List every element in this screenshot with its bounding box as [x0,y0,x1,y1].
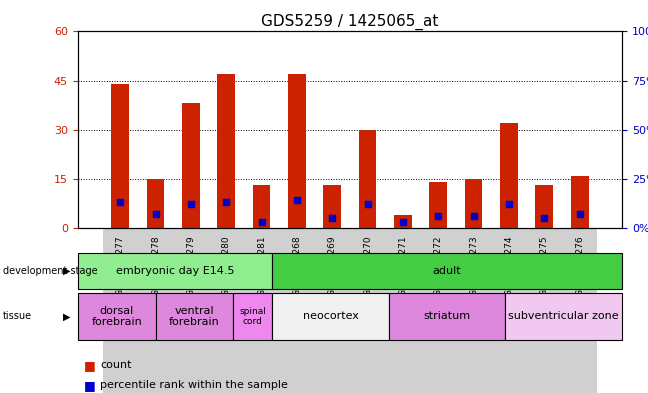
FancyBboxPatch shape [279,228,314,393]
Text: ■: ■ [84,378,96,392]
Text: dorsal
forebrain: dorsal forebrain [91,306,142,327]
Title: GDS5259 / 1425065_at: GDS5259 / 1425065_at [261,14,439,30]
Bar [394,215,411,228]
Bar [430,182,447,228]
Point [503,201,514,208]
Text: percentile rank within the sample: percentile rank within the sample [100,380,288,390]
FancyBboxPatch shape [456,228,491,393]
Text: ▶: ▶ [62,311,70,321]
Bar [182,103,200,228]
Text: adult: adult [433,266,461,276]
Point [292,197,302,204]
Point [257,219,267,225]
Text: ▶: ▶ [62,266,70,276]
Point [469,213,479,219]
Text: tissue: tissue [3,311,32,321]
Bar [111,84,129,228]
FancyBboxPatch shape [138,228,173,393]
Bar [571,176,588,228]
Text: neocortex: neocortex [303,311,358,321]
Text: ■: ■ [84,359,96,372]
FancyBboxPatch shape [173,228,209,393]
Point [327,215,338,221]
Bar [323,185,341,228]
Point [433,213,443,219]
FancyBboxPatch shape [314,228,350,393]
Bar [288,74,306,228]
FancyBboxPatch shape [102,228,138,393]
FancyBboxPatch shape [421,228,456,393]
Point [575,211,585,217]
FancyBboxPatch shape [244,228,279,393]
FancyBboxPatch shape [350,228,386,393]
Bar [359,130,376,228]
Bar [465,179,483,228]
Bar [217,74,235,228]
FancyBboxPatch shape [562,228,597,393]
Point [115,199,125,206]
Text: subventricular zone: subventricular zone [509,311,619,321]
FancyBboxPatch shape [491,228,527,393]
Text: development stage: development stage [3,266,98,276]
Point [186,201,196,208]
Bar [253,185,270,228]
Point [362,201,373,208]
FancyBboxPatch shape [209,228,244,393]
FancyBboxPatch shape [386,228,421,393]
Text: spinal
cord: spinal cord [239,307,266,326]
Point [150,211,161,217]
Text: count: count [100,360,132,371]
Text: embryonic day E14.5: embryonic day E14.5 [116,266,234,276]
Point [398,219,408,225]
Bar [535,185,553,228]
Text: striatum: striatum [424,311,470,321]
Point [539,215,550,221]
Text: ventral
forebrain: ventral forebrain [169,306,220,327]
Point [221,199,231,206]
Bar [500,123,518,228]
Bar [146,179,165,228]
FancyBboxPatch shape [527,228,562,393]
